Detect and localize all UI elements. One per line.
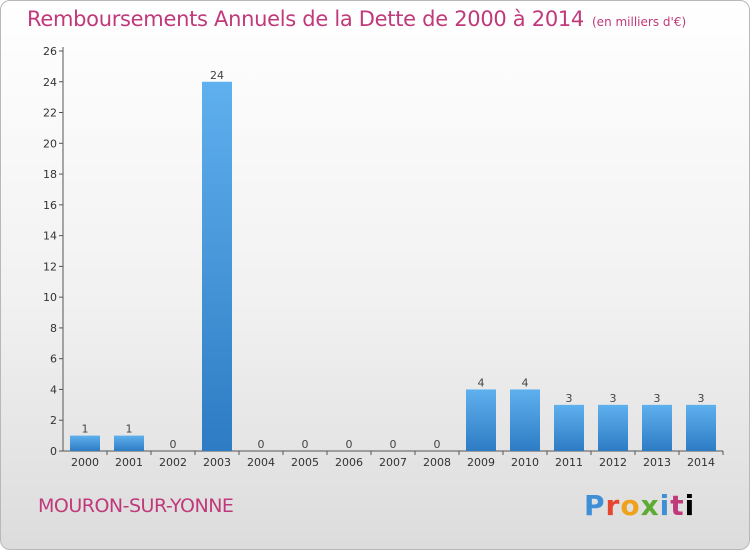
- logo-letter: r: [605, 489, 621, 522]
- data-label: 0: [302, 438, 309, 451]
- bar: [686, 404, 716, 451]
- data-label: 3: [698, 392, 705, 405]
- y-tick-label: 4: [50, 383, 57, 396]
- x-tick-label: 2007: [379, 456, 407, 469]
- y-tick-label: 2: [50, 414, 57, 427]
- x-tick-label: 2013: [643, 456, 671, 469]
- data-label: 0: [258, 438, 265, 451]
- x-tick-label: 2012: [599, 456, 627, 469]
- y-tick-label: 6: [50, 353, 57, 366]
- data-label: 3: [566, 392, 573, 405]
- x-tick-label: 2004: [247, 456, 275, 469]
- data-label: 4: [478, 376, 485, 389]
- y-tick-label: 10: [43, 291, 57, 304]
- y-tick-label: 22: [43, 107, 57, 120]
- x-tick-label: 2005: [291, 456, 319, 469]
- chart-title-main: Remboursements Annuels de la Dette de 20…: [27, 7, 584, 31]
- logo-letter: t: [670, 489, 685, 522]
- x-tick-label: 2000: [71, 456, 99, 469]
- bar: [202, 81, 232, 452]
- data-label: 0: [170, 438, 177, 451]
- logo-letter: x: [640, 489, 660, 522]
- data-label: 0: [434, 438, 441, 451]
- y-tick-label: 26: [43, 45, 57, 58]
- proxiti-logo: Proxiti: [584, 489, 695, 522]
- logo-letter: o: [620, 489, 641, 522]
- data-label: 24: [210, 69, 224, 82]
- bar: [70, 435, 100, 451]
- bar: [642, 404, 672, 451]
- logo-letter: i: [684, 489, 696, 522]
- x-tick-label: 2002: [159, 456, 187, 469]
- logo-letter: i: [659, 489, 671, 522]
- y-tick-label: 16: [43, 199, 57, 212]
- x-tick-label: 2006: [335, 456, 363, 469]
- x-tick-label: 2014: [687, 456, 715, 469]
- x-tick-label: 2001: [115, 456, 143, 469]
- chart-title: Remboursements Annuels de la Dette de 20…: [27, 7, 686, 31]
- data-label: 4: [522, 376, 529, 389]
- y-tick-label: 0: [50, 445, 57, 458]
- x-tick-label: 2011: [555, 456, 583, 469]
- chart-title-unit: (en milliers d'€): [592, 15, 687, 29]
- y-tick-label: 14: [43, 230, 57, 243]
- data-label: 1: [82, 423, 89, 436]
- bar: [554, 404, 584, 451]
- chart-labels: 1 1 0 24 0 0 0 0 0 4 4 3 3 3 3: [82, 69, 705, 451]
- data-label: 3: [654, 392, 661, 405]
- logo-letter: P: [584, 489, 606, 522]
- y-tick-label: 24: [43, 76, 57, 89]
- data-label: 0: [346, 438, 353, 451]
- y-tick-label: 20: [43, 137, 57, 150]
- bar: [598, 404, 628, 451]
- y-tick-label: 8: [50, 322, 57, 335]
- x-tick-label: 2009: [467, 456, 495, 469]
- x-tick-label: 2008: [423, 456, 451, 469]
- x-tick-label: 2003: [203, 456, 231, 469]
- x-tick-label: 2010: [511, 456, 539, 469]
- data-label: 0: [390, 438, 397, 451]
- bar: [510, 389, 540, 451]
- bar: [114, 435, 144, 451]
- y-tick-label: 18: [43, 168, 57, 181]
- chart-bars: [70, 81, 716, 452]
- commune-name: MOURON-SUR-YONNE: [38, 495, 234, 517]
- data-label: 3: [610, 392, 617, 405]
- bar: [466, 389, 496, 451]
- y-tick-label: 12: [43, 260, 57, 273]
- data-label: 1: [126, 423, 133, 436]
